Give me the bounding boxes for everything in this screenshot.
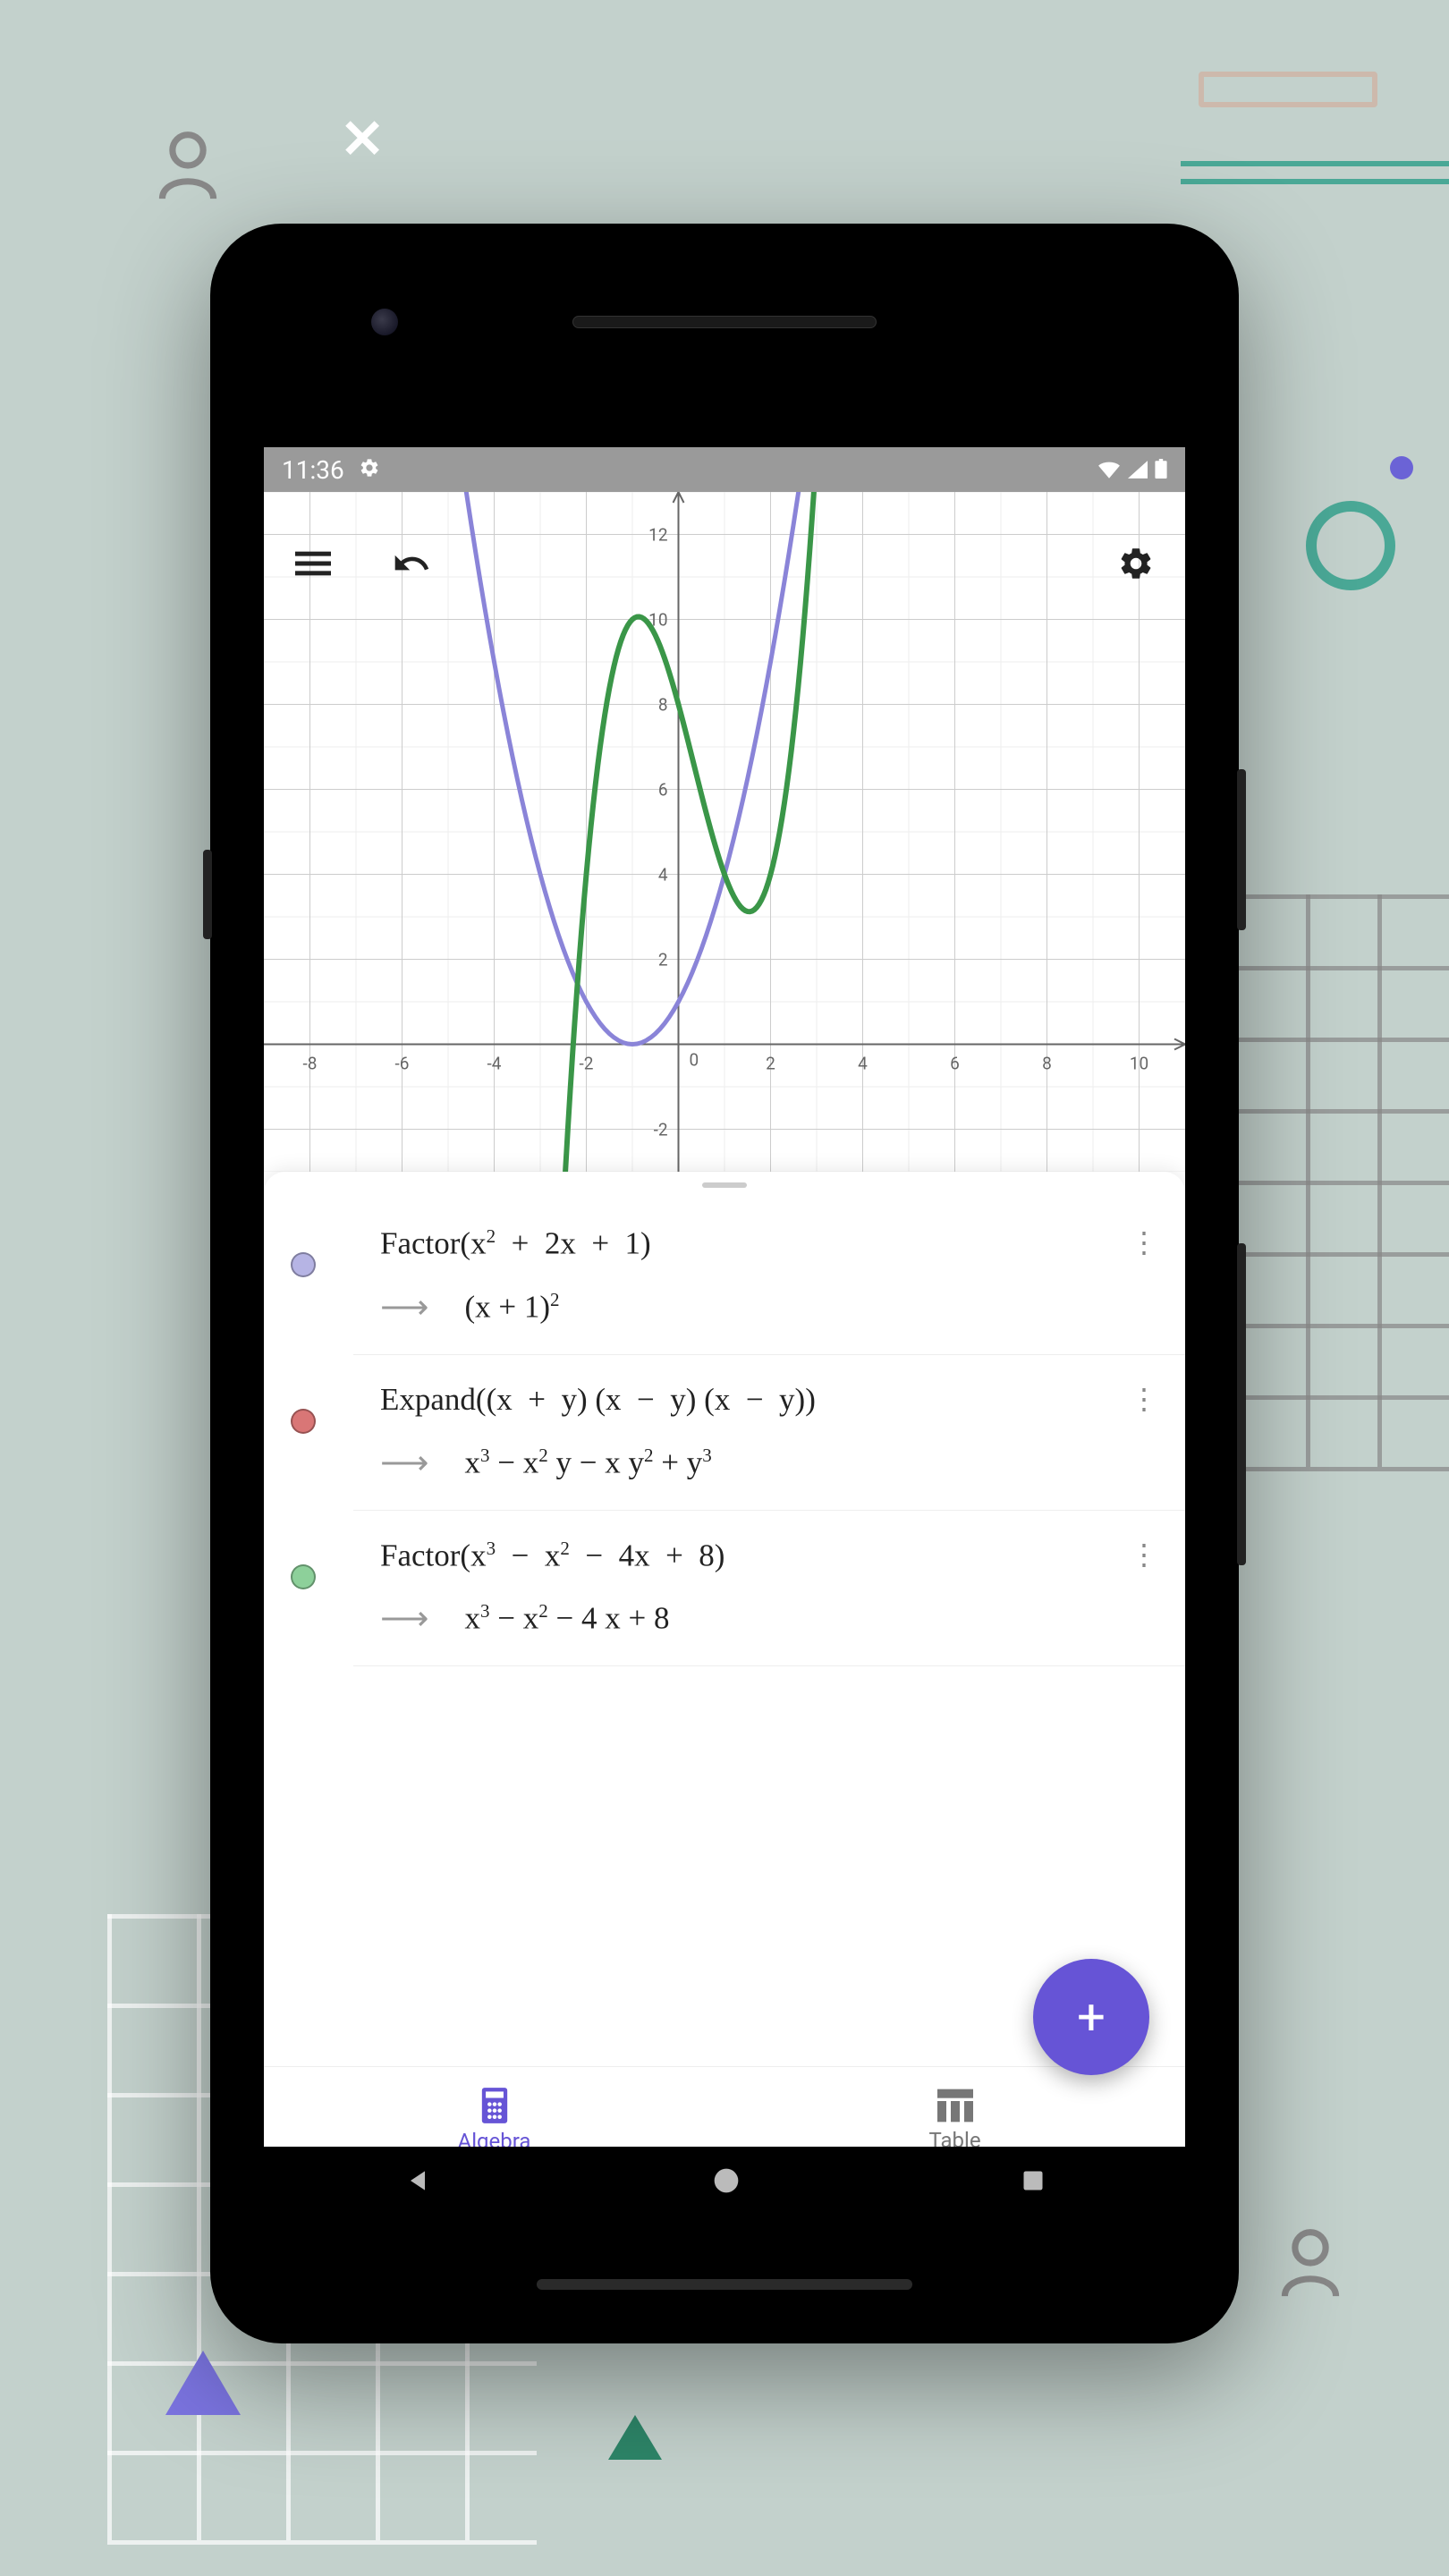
status-time: 11:36 [282, 455, 344, 485]
row-color-dot[interactable] [291, 1409, 316, 1434]
row-output-expression: (x + 1)2 [464, 1289, 559, 1326]
side-button [203, 850, 212, 939]
android-nav-bar [264, 2147, 1185, 2218]
bg-green-triangle [608, 2415, 662, 2460]
bottom-speaker [537, 2279, 912, 2290]
row-output-expression: x3 − x2 − 4 x + 8 [464, 1600, 669, 1637]
result-arrow-icon: ⟶ [380, 1287, 428, 1327]
volume-button [1237, 769, 1246, 930]
bg-grid-sketch [1234, 894, 1449, 1467]
bg-purple-triangle [165, 2351, 241, 2415]
algebra-row[interactable]: Factor(x3 − x2 − 4x + 8) ⟶ x3 − x2 − 4 x… [353, 1511, 1185, 1667]
row-color-dot[interactable] [291, 1252, 316, 1277]
table-icon [937, 2089, 973, 2123]
svg-text:-2: -2 [580, 1054, 594, 1074]
power-button [1237, 1243, 1246, 1565]
bg-purple-dot [1390, 456, 1413, 479]
bg-person-icon [157, 130, 219, 205]
screen: 11:36 -8-6-4-2246810-2246810120 [264, 447, 1185, 2218]
settings-button[interactable] [1114, 541, 1158, 586]
svg-text:6: 6 [658, 780, 668, 801]
plus-icon: + [1077, 1987, 1106, 2046]
svg-text:2: 2 [766, 1054, 775, 1074]
battery-icon [1155, 455, 1167, 485]
bg-teal-line [1181, 161, 1449, 166]
front-camera [371, 309, 398, 335]
nav-recent-button[interactable] [1021, 2168, 1046, 2197]
svg-text:-4: -4 [487, 1054, 502, 1074]
row-more-button[interactable]: ⋮ [1130, 1382, 1158, 1416]
speaker-slot [572, 316, 877, 328]
svg-text:2: 2 [658, 950, 668, 970]
bg-beige-rect [1199, 72, 1377, 107]
add-fab-button[interactable]: + [1033, 1959, 1149, 2075]
undo-button[interactable] [389, 541, 434, 586]
svg-text:0: 0 [690, 1050, 699, 1071]
result-arrow-icon: ⟶ [380, 1443, 428, 1483]
svg-text:4: 4 [658, 865, 668, 886]
row-output-expression: x3 − x2 y − x y2 + y3 [464, 1445, 711, 1481]
result-arrow-icon: ⟶ [380, 1598, 428, 1639]
settings-status-icon [359, 455, 380, 485]
svg-text:-2: -2 [654, 1120, 668, 1140]
svg-text:-6: -6 [395, 1054, 410, 1074]
bg-person-icon [1279, 2227, 1342, 2302]
bg-x-mark: ✕ [340, 107, 385, 171]
status-bar: 11:36 [264, 447, 1185, 492]
calculator-icon [479, 2088, 510, 2123]
svg-text:8: 8 [658, 695, 668, 716]
row-more-button[interactable]: ⋮ [1130, 1538, 1158, 1572]
svg-text:8: 8 [1042, 1054, 1052, 1074]
phone-frame: 11:36 -8-6-4-2246810-2246810120 [210, 224, 1239, 2343]
svg-text:6: 6 [950, 1054, 960, 1074]
svg-text:-8: -8 [303, 1054, 318, 1074]
panel-drag-handle[interactable] [264, 1172, 1185, 1199]
bg-teal-line [1181, 179, 1449, 184]
nav-home-button[interactable] [712, 2166, 741, 2199]
svg-text:10: 10 [1130, 1054, 1148, 1074]
algebra-row[interactable]: Factor(x2 + 2x + 1) ⟶ (x + 1)2 ⋮ [353, 1199, 1185, 1355]
algebra-row[interactable]: Expand((x + y) (x − y) (x − y)) ⟶ x3 − x… [353, 1355, 1185, 1511]
wifi-icon [1097, 455, 1121, 485]
row-input-expression: Expand((x + y) (x − y) (x − y)) [380, 1382, 1158, 1418]
nav-back-button[interactable] [403, 2166, 432, 2199]
row-more-button[interactable]: ⋮ [1130, 1225, 1158, 1259]
app-toolbar [264, 528, 1185, 599]
menu-button[interactable] [291, 541, 335, 586]
svg-text:4: 4 [858, 1054, 868, 1074]
signal-icon [1128, 455, 1148, 485]
row-input-expression: Factor(x3 − x2 − 4x + 8) [380, 1538, 1158, 1574]
algebra-panel: Factor(x2 + 2x + 1) ⟶ (x + 1)2 ⋮ Expand(… [264, 1172, 1185, 2111]
row-input-expression: Factor(x2 + 2x + 1) [380, 1225, 1158, 1262]
row-color-dot[interactable] [291, 1564, 316, 1589]
bg-teal-ring [1306, 501, 1395, 590]
